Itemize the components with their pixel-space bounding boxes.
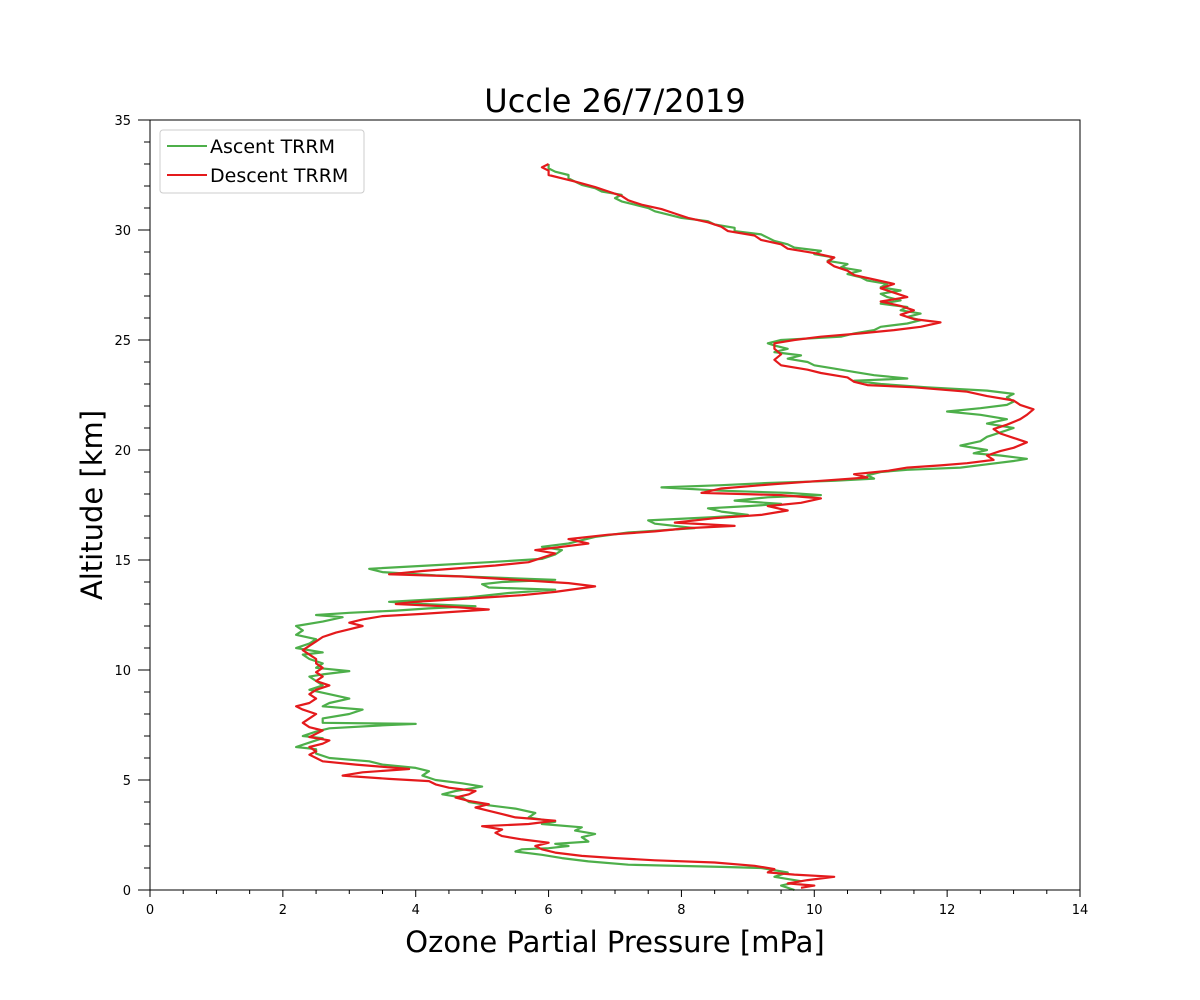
x-tick-label: 2 [279, 903, 287, 918]
series-line-descent-trrm [295, 163, 1035, 889]
x-axis: 0 2 4 6 8 10 12 14 [146, 890, 1088, 918]
legend-label-ascent: Ascent TRRM [210, 136, 335, 158]
legend-label-descent: Descent TRRM [210, 165, 348, 187]
chart-title: Uccle 26/7/2019 [484, 82, 745, 120]
x-tick-label: 10 [806, 903, 823, 918]
y-tick-label: 10 [114, 664, 131, 679]
plot-area [295, 163, 1035, 892]
y-tick-label: 20 [114, 444, 131, 459]
x-tick-label: 0 [146, 903, 154, 918]
y-tick-label: 15 [114, 554, 131, 569]
x-tick-label: 4 [412, 903, 420, 918]
x-tick-label: 14 [1072, 903, 1089, 918]
x-tick-label: 8 [677, 903, 685, 918]
x-axis-label: Ozone Partial Pressure [mPa] [405, 925, 824, 959]
y-axis-label: Altitude [km] [75, 410, 109, 600]
x-tick-label: 12 [939, 903, 956, 918]
y-axis: 0 5 10 15 20 25 30 35 [114, 114, 150, 899]
legend-box [159, 129, 365, 194]
y-tick-label: 35 [114, 114, 131, 129]
y-tick-label: 5 [123, 774, 131, 789]
x-tick-label: 6 [544, 903, 552, 918]
y-tick-label: 30 [114, 224, 131, 239]
legend: Ascent TRRM Descent TRRM [159, 129, 365, 194]
y-tick-label: 25 [114, 334, 131, 349]
y-tick-label: 0 [123, 884, 131, 899]
